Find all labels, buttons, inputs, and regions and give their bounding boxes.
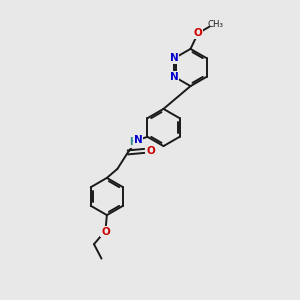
Text: N: N (170, 53, 179, 63)
Text: O: O (194, 28, 202, 38)
Text: H: H (129, 137, 137, 147)
Text: N: N (170, 72, 179, 82)
Text: N: N (134, 135, 143, 145)
Text: O: O (101, 226, 110, 237)
Text: CH₃: CH₃ (208, 20, 224, 29)
Text: O: O (146, 146, 155, 156)
